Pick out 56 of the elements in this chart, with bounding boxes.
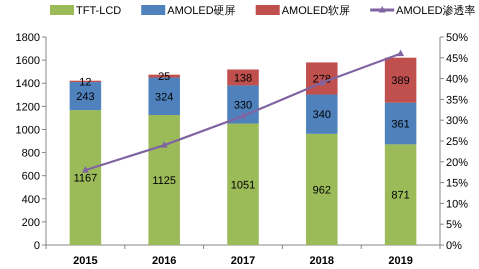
data-label: 1125 bbox=[152, 175, 176, 187]
bar bbox=[70, 110, 102, 245]
x-tick-label: 2016 bbox=[152, 255, 176, 267]
bar bbox=[384, 144, 416, 245]
y2-tick-label: 0% bbox=[446, 240, 462, 252]
y-tick-label: 600 bbox=[22, 170, 40, 183]
x-tick-label: 2017 bbox=[230, 255, 256, 267]
y-tick-label: 800 bbox=[22, 148, 40, 160]
y2-tick-label: 40% bbox=[446, 74, 468, 86]
y-tick-label: 400 bbox=[22, 194, 40, 206]
y2-tick-label: 20% bbox=[446, 156, 468, 169]
y-tick-label: 0 bbox=[34, 240, 40, 252]
x-tick-label: 2015 bbox=[73, 255, 98, 267]
data-label: 330 bbox=[234, 99, 252, 112]
bar bbox=[148, 115, 180, 245]
legend-label: AMOLED渗透率 bbox=[396, 4, 476, 17]
y-tick-label: 1600 bbox=[16, 55, 40, 68]
y2-tick-label: 35% bbox=[446, 94, 468, 106]
point bbox=[82, 166, 89, 173]
x-tick-label: 2019 bbox=[388, 255, 413, 267]
y-tick-label: 1800 bbox=[16, 32, 40, 44]
y-tick-label: 1000 bbox=[16, 124, 40, 136]
data-label: 962 bbox=[312, 184, 331, 196]
x-tick-label: 2018 bbox=[310, 255, 334, 267]
y2-tick-label: 50% bbox=[446, 32, 468, 44]
bar bbox=[227, 85, 259, 124]
legend-label: AMOLED软屏 bbox=[282, 5, 350, 17]
bar bbox=[227, 124, 259, 245]
y2-tick-label: 10% bbox=[446, 198, 468, 210]
y2-tick-label: 30% bbox=[446, 115, 468, 128]
bar bbox=[306, 94, 338, 134]
data-label: 243 bbox=[76, 91, 95, 104]
data-label: 871 bbox=[391, 190, 410, 202]
y2-tick-label: 25% bbox=[446, 136, 468, 148]
data-label: 324 bbox=[155, 91, 174, 104]
bar bbox=[384, 58, 416, 103]
bar bbox=[306, 134, 338, 245]
data-label: 25 bbox=[158, 71, 170, 84]
y-tick-label: 200 bbox=[22, 216, 40, 229]
data-label: 1051 bbox=[230, 179, 256, 192]
legend-label: TFT-LCD bbox=[76, 5, 122, 17]
data-label: 138 bbox=[234, 72, 252, 84]
data-label: 361 bbox=[391, 118, 410, 130]
y-tick-label: 1400 bbox=[16, 78, 40, 90]
point bbox=[160, 141, 168, 148]
data-label: 1167 bbox=[74, 172, 98, 185]
bar bbox=[384, 102, 416, 144]
y2-tick-label: 5% bbox=[446, 219, 462, 232]
point bbox=[397, 50, 404, 56]
y2-tick-label: 15% bbox=[446, 178, 468, 190]
data-label: 340 bbox=[312, 109, 331, 122]
y2-tick-label: 45% bbox=[446, 52, 468, 65]
point bbox=[240, 112, 246, 119]
data-label: 389 bbox=[391, 75, 410, 88]
y-tick-label: 1200 bbox=[16, 101, 40, 114]
legend-label: AMOLED硬屏 bbox=[167, 5, 236, 17]
